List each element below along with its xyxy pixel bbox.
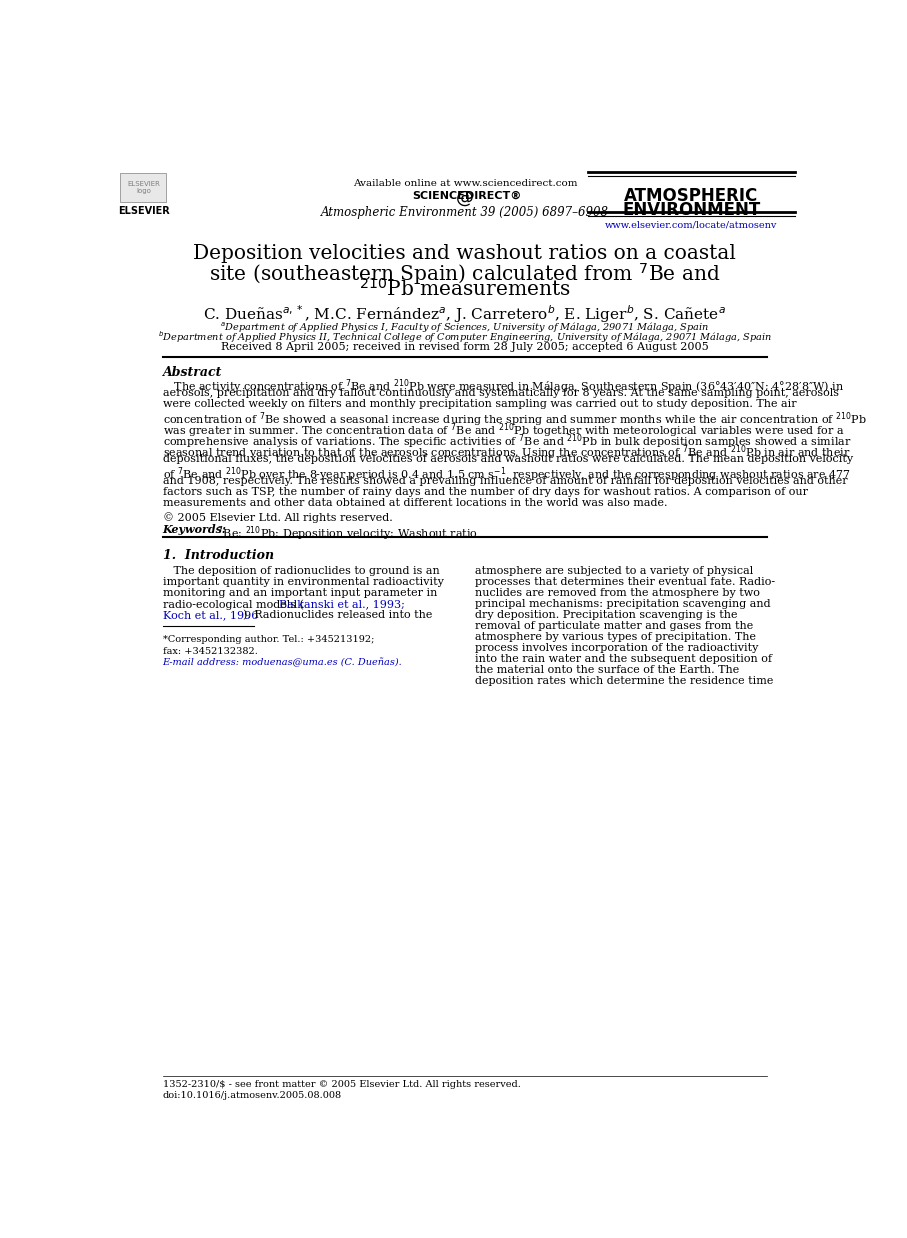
Text: 1.  Introduction: 1. Introduction: [162, 548, 274, 562]
Text: measurements and other data obtained at different locations in the world was als: measurements and other data obtained at …: [162, 498, 667, 508]
Text: Keywords:: Keywords:: [162, 524, 227, 535]
Text: fax: +3452132382.: fax: +3452132382.: [162, 646, 258, 656]
Text: seasonal trend variation to that of the aerosols concentrations. Using the conce: seasonal trend variation to that of the …: [162, 443, 850, 462]
Text: of $^7$Be and $^{210}$Pb over the 8-year period is 0.4 and 1.5 cm s$^{-1}$, resp: of $^7$Be and $^{210}$Pb over the 8-year…: [162, 465, 851, 484]
Text: site (southeastern Spain) calculated from $^7$Be and: site (southeastern Spain) calculated fro…: [210, 261, 720, 287]
Bar: [121, 173, 166, 202]
Text: Abstract: Abstract: [162, 366, 222, 379]
Text: DIRECT®: DIRECT®: [465, 191, 522, 201]
Text: monitoring and an important input parameter in: monitoring and an important input parame…: [162, 588, 437, 598]
Text: © 2005 Elsevier Ltd. All rights reserved.: © 2005 Elsevier Ltd. All rights reserved…: [162, 511, 393, 522]
Text: $^a$Department of Applied Physics I, Faculty of Sciences, University of Málaga, : $^a$Department of Applied Physics I, Fac…: [220, 321, 709, 334]
Text: concentration of $^7$Be showed a seasonal increase during the spring and summer : concentration of $^7$Be showed a seasona…: [162, 410, 866, 428]
Text: ENVIRONMENT: ENVIRONMENT: [622, 201, 760, 219]
Text: ELSEVIER
logo: ELSEVIER logo: [127, 181, 160, 194]
Text: *Corresponding author. Tel.: +345213192;: *Corresponding author. Tel.: +345213192;: [162, 635, 374, 644]
Text: were collected weekly on filters and monthly precipitation sampling was carried : were collected weekly on filters and mon…: [162, 400, 796, 410]
Text: Deposition velocities and washout ratios on a coastal: Deposition velocities and washout ratios…: [193, 244, 736, 262]
Text: Atmospheric Environment 39 (2005) 6897–6908: Atmospheric Environment 39 (2005) 6897–6…: [321, 206, 609, 219]
Text: $^{210}$Pb measurements: $^{210}$Pb measurements: [359, 279, 571, 300]
Text: Received 8 April 2005; received in revised form 28 July 2005; accepted 6 August : Received 8 April 2005; received in revis…: [221, 342, 708, 352]
Text: C. Dueñas$^{a,*}$, M.C. Fernández$^a$, J. Carretero$^b$, E. Liger$^b$, S. Cañete: C. Dueñas$^{a,*}$, M.C. Fernández$^a$, J…: [203, 303, 727, 324]
Text: important quantity in environmental radioactivity: important quantity in environmental radi…: [162, 577, 444, 587]
Text: deposition rates which determine the residence time: deposition rates which determine the res…: [475, 676, 774, 686]
Text: the material onto the surface of the Earth. The: the material onto the surface of the Ear…: [475, 665, 739, 675]
Text: $^b$Department of Applied Physics II, Technical College of Computer Engineering,: $^b$Department of Applied Physics II, Te…: [158, 329, 772, 344]
Text: Balkanski et al., 1993;: Balkanski et al., 1993;: [278, 599, 405, 609]
Text: SCIENCE: SCIENCE: [412, 191, 465, 201]
Text: The activity concentrations of $^7$Be and $^{210}$Pb were measured in Málaga, So: The activity concentrations of $^7$Be an…: [162, 378, 844, 396]
Text: process involves incorporation of the radioactivity: process involves incorporation of the ra…: [475, 643, 759, 652]
Text: processes that determines their eventual fate. Radio-: processes that determines their eventual…: [475, 577, 775, 587]
Text: @: @: [456, 188, 473, 207]
Text: nuclides are removed from the atmosphere by two: nuclides are removed from the atmosphere…: [475, 588, 760, 598]
Text: 1352-2310/$ - see front matter © 2005 Elsevier Ltd. All rights reserved.: 1352-2310/$ - see front matter © 2005 El…: [162, 1080, 521, 1089]
Text: depositional fluxes, the deposition velocities of aerosols and washout ratios we: depositional fluxes, the deposition velo…: [162, 454, 853, 464]
Text: www.elsevier.com/locate/atmosenv: www.elsevier.com/locate/atmosenv: [605, 220, 777, 229]
Text: into the rain water and the subsequent deposition of: into the rain water and the subsequent d…: [475, 654, 773, 664]
Text: Koch et al., 1996: Koch et al., 1996: [162, 610, 258, 620]
Text: and 1908, respectively. The results showed a prevailing influence of amount of r: and 1908, respectively. The results show…: [162, 475, 847, 487]
Text: atmosphere are subjected to a variety of physical: atmosphere are subjected to a variety of…: [475, 566, 754, 576]
Text: $^7$Be; $^{210}$Pb; Deposition velocity; Washout ratio: $^7$Be; $^{210}$Pb; Deposition velocity;…: [214, 524, 478, 542]
Text: doi:10.1016/j.atmosenv.2005.08.008: doi:10.1016/j.atmosenv.2005.08.008: [162, 1092, 342, 1101]
Text: comprehensive analysis of variations. The specific activities of $^7$Be and $^{2: comprehensive analysis of variations. Th…: [162, 432, 851, 451]
Text: aerosols, precipitation and dry fallout continuously and systematically for 8 ye: aerosols, precipitation and dry fallout …: [162, 389, 839, 399]
Text: removal of particulate matter and gases from the: removal of particulate matter and gases …: [475, 621, 754, 631]
Text: E-mail address: moduenas@uma.es (C. Dueñas).: E-mail address: moduenas@uma.es (C. Dueñ…: [162, 659, 403, 667]
Text: factors such as TSP, the number of rainy days and the number of dry days for was: factors such as TSP, the number of rainy…: [162, 487, 807, 496]
Text: ). Radionuclides released into the: ). Radionuclides released into the: [243, 610, 433, 620]
Text: ELSEVIER: ELSEVIER: [118, 206, 170, 215]
Text: Available online at www.sciencedirect.com: Available online at www.sciencedirect.co…: [353, 180, 577, 188]
Text: ATMOSPHERIC: ATMOSPHERIC: [624, 187, 758, 204]
Text: The deposition of radionuclides to ground is an: The deposition of radionuclides to groun…: [162, 566, 439, 576]
Text: dry deposition. Precipitation scavenging is the: dry deposition. Precipitation scavenging…: [475, 610, 738, 620]
Text: principal mechanisms: precipitation scavenging and: principal mechanisms: precipitation scav…: [475, 599, 771, 609]
Text: atmosphere by various types of precipitation. The: atmosphere by various types of precipita…: [475, 631, 756, 641]
Text: radio-ecological models (: radio-ecological models (: [162, 599, 304, 609]
Text: was greater in summer. The concentration data of $^7$Be and $^{210}$Pb together : was greater in summer. The concentration…: [162, 421, 844, 439]
